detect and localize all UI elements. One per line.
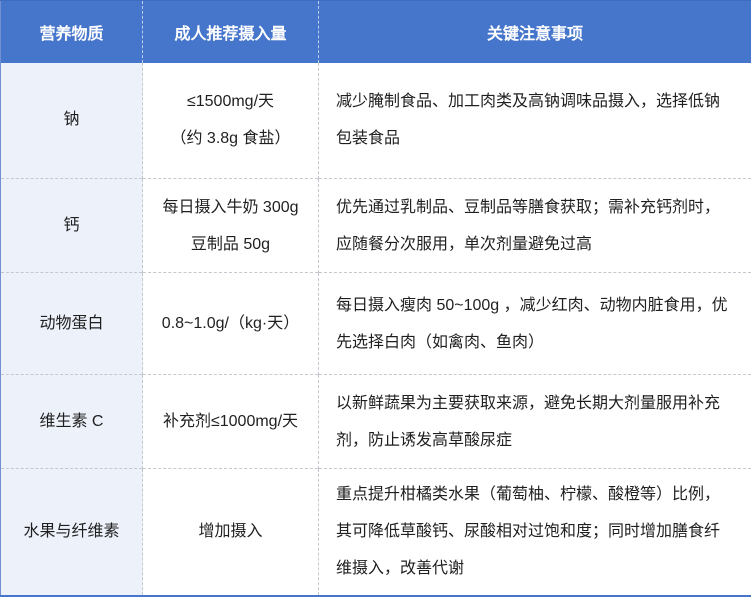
table-row-vitamin-c: 维生素 C 补充剂≤1000mg/天 以新鲜蔬果为主要获取来源，避免长期大剂量服… [0,374,751,469]
notes-cell: 优先通过乳制品、豆制品等膳食获取；需补充钙剂时，应随餐分次服用，单次剂量避免过高 [318,178,751,273]
notes-cell: 每日摄入瘦肉 50~100g ，减少红肉、动物内脏食用，优先选择白肉（如禽肉、鱼… [318,272,751,375]
intake-line: 增加摄入 [198,523,263,541]
header-row: 营养物质 成人推荐摄入量 关键注意事项 [0,0,751,63]
intake-line: ≤1500mg/天 [186,93,275,111]
intake-line: 豆制品 50g [190,235,271,253]
notes-cell: 减少腌制食品、加工肉类及高钠调味品摄入，选择低钠包装食品 [318,62,751,179]
intake-line: 0.8~1.0g/（kg·天） [161,315,300,332]
nutrient-name: 维生素 C [0,374,143,469]
column-header-nutrient: 营养物质 [0,0,143,63]
nutrient-name: 钠 [0,62,143,179]
table-row-animal-protein: 动物蛋白 0.8~1.0g/（kg·天） 每日摄入瘦肉 50~100g ，减少红… [0,272,751,375]
intake-cell: 补充剂≤1000mg/天 [142,374,319,469]
intake-cell: 增加摄入 [142,468,319,596]
nutrient-name: 水果与纤维素 [0,468,143,596]
notes-cell: 重点提升柑橘类水果（葡萄柚、柠檬、酸橙等）比例，其可降低草酸钙、尿酸相对过饱和度… [318,468,751,596]
nutrient-name: 动物蛋白 [0,272,143,375]
intake-line: 补充剂≤1000mg/天 [162,413,299,430]
intake-cell: 0.8~1.0g/（kg·天） [142,272,319,375]
intake-line: （约 3.8g 食盐） [170,130,291,148]
column-header-notes: 关键注意事项 [318,0,751,63]
column-header-intake: 成人推荐摄入量 [142,0,319,63]
table-row-sodium: 钠 ≤1500mg/天 （约 3.8g 食盐） 减少腌制食品、加工肉类及高钠调味… [0,62,751,179]
table-row-fruit-fiber: 水果与纤维素 增加摄入 重点提升柑橘类水果（葡萄柚、柠檬、酸橙等）比例，其可降低… [0,468,751,596]
intake-cell: ≤1500mg/天 （约 3.8g 食盐） [142,62,319,179]
nutrient-name: 钙 [0,178,143,273]
intake-cell: 每日摄入牛奶 300g 豆制品 50g [142,178,319,273]
intake-line: 每日摄入牛奶 300g [162,198,299,216]
table-row-calcium: 钙 每日摄入牛奶 300g 豆制品 50g 优先通过乳制品、豆制品等膳食获取；需… [0,178,751,273]
notes-cell: 以新鲜蔬果为主要获取来源，避免长期大剂量服用补充剂，防止诱发高草酸尿症 [318,374,751,469]
